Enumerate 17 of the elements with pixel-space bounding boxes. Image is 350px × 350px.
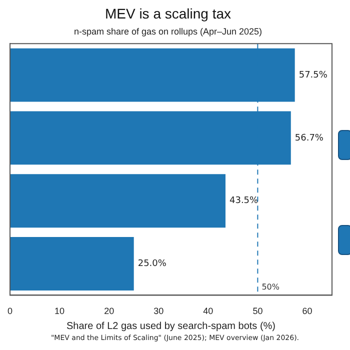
data-label: 56.7% [294,133,324,144]
chart-title: MEV is a scaling tax [104,5,232,22]
bar [10,237,134,290]
x-tick-label: 30 [154,306,164,316]
x-axis-title: Share of L2 gas used by search-spam bots (%) [66,320,276,332]
x-tick-label: 40 [203,306,214,316]
x-tick-label: 60 [302,306,312,316]
data-label: 25.0% [138,259,167,270]
x-tick-label: 10 [54,306,65,316]
x-tick-label: 20 [104,306,114,316]
chart-subtitle: n-spam share of gas on rollups (Apr–Jun 2025) [74,26,262,37]
x-tick-label: 0 [7,306,13,316]
ref-line-label: 50% [262,282,280,292]
x-tick-label: 50 [252,306,263,316]
data-label: 57.5% [298,70,328,80]
bar [10,174,226,228]
data-label: 43.5% [229,196,259,206]
